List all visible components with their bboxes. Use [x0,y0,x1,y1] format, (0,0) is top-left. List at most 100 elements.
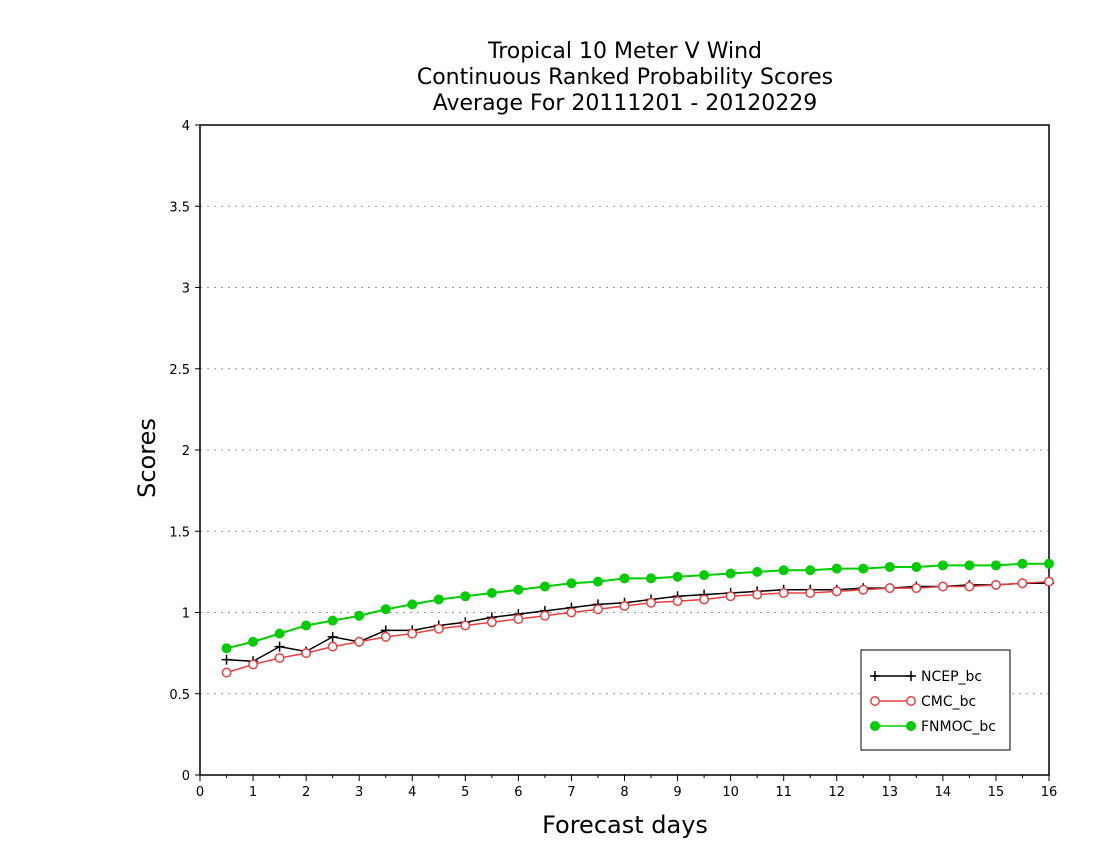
x-tick-label: 14 [935,785,952,800]
data-point-ncep-bc [327,631,338,642]
data-point-ncep-bc [274,641,285,652]
y-tick-label: 3.5 [169,200,190,215]
data-point-cmc-bc [725,591,736,602]
data-point-fnmoc-bc [778,565,789,576]
data-point-cmc-bc [752,589,763,600]
legend-box [860,649,1011,751]
legend-label: FNMOC_bc [921,719,996,735]
data-point-cmc-bc [964,581,975,592]
data-point-fnmoc-bc [831,563,842,574]
data-point-ncep-bc [221,654,232,665]
data-point-fnmoc-bc [539,581,550,592]
data-point-fnmoc-bc [407,599,418,610]
series-line-fnmoc-bc [226,562,1049,650]
y-axis: 0 0.5 1 1.5 2 2.5 3 3.5 4 [169,119,200,784]
data-point-cmc-bc [248,659,259,670]
data-point-fnmoc-bc [619,573,630,584]
legend-marker [870,696,880,706]
data-point-fnmoc-bc [301,620,312,631]
x-tick-label: 4 [408,785,416,800]
x-tick-label: 1 [249,785,257,800]
y-tick-label: 1 [182,607,190,622]
x-tick-label: 15 [988,785,1005,800]
x-tick-label: 8 [620,785,628,800]
legend-item-cmc-bc: CMC_bc [870,694,976,710]
y-tick-label: 0 [182,769,190,784]
data-point-cmc-bc [858,584,869,595]
data-point-fnmoc-bc [646,573,657,584]
legend-label: NCEP_bc [921,669,982,685]
data-point-fnmoc-bc [274,628,285,639]
data-point-fnmoc-bc [672,571,683,582]
x-tick-label: 11 [775,785,792,800]
data-point-fnmoc-bc [990,560,1001,571]
data-point-cmc-bc [513,614,524,624]
data-point-fnmoc-bc [937,560,948,571]
data-point-cmc-bc [990,579,1001,590]
data-point-fnmoc-bc [1017,558,1028,569]
data-point-cmc-bc [566,607,577,618]
x-tick-label: 7 [567,785,575,800]
data-point-fnmoc-bc [327,615,338,626]
data-point-cmc-bc [831,586,842,597]
data-point-fnmoc-bc [433,594,444,605]
chart-title-line: Continuous Ranked Probability Scores [417,65,833,90]
data-point-cmc-bc [911,583,922,594]
data-point-cmc-bc [1017,578,1028,589]
series-fnmoc-bc [221,558,1054,654]
legend-marker [870,671,880,681]
y-tick-label: 2.5 [169,363,190,378]
y-tick-label: 1.5 [169,525,190,540]
y-axis-label: Scores [133,418,161,498]
data-point-fnmoc-bc [486,588,497,598]
legend-marker [906,721,916,731]
data-point-cmc-bc [274,653,285,663]
data-point-fnmoc-bc [752,566,763,577]
data-point-cmc-bc [539,610,550,621]
grid [200,205,1049,695]
data-point-fnmoc-bc [1044,558,1054,569]
x-tick-label: 13 [882,785,899,800]
x-tick-label: 2 [302,785,310,800]
data-point-cmc-bc [433,623,444,634]
x-axis: 0 1 2 3 4 5 6 7 8 9 10 11 12 13 14 15 16 [196,775,1057,800]
legend-marker [870,721,880,731]
data-point-cmc-bc [1044,576,1054,587]
data-point-fnmoc-bc [911,562,922,572]
data-point-fnmoc-bc [592,576,603,587]
x-tick-label: 12 [828,785,845,800]
legend: NCEP_bc CMC_bc FNMOC_bc [860,649,1011,751]
legend-item-ncep-bc: NCEP_bc [870,669,982,685]
data-point-cmc-bc [937,581,948,592]
data-point-cmc-bc [805,588,816,598]
data-point-fnmoc-bc [858,563,869,574]
x-tick-label: 0 [196,785,204,800]
data-point-fnmoc-bc [699,570,710,581]
data-point-cmc-bc [884,583,895,594]
data-point-fnmoc-bc [725,568,736,579]
data-point-fnmoc-bc [805,565,816,576]
data-point-fnmoc-bc [884,562,895,572]
data-point-cmc-bc [778,588,789,598]
x-axis-label: Forecast days [542,811,708,839]
data-point-cmc-bc [301,648,312,659]
data-point-cmc-bc [619,601,630,611]
x-tick-label: 5 [461,785,469,800]
legend-item-fnmoc-bc: FNMOC_bc [870,719,996,735]
data-point-fnmoc-bc [380,604,391,615]
data-point-cmc-bc [593,604,603,615]
legend-label: CMC_bc [921,694,976,710]
series-area [221,558,1054,678]
x-tick-label: 16 [1041,785,1058,800]
x-tick-label: 9 [673,785,681,800]
x-tick-label: 10 [722,785,739,800]
data-point-cmc-bc [460,620,471,631]
data-point-cmc-bc [354,636,365,647]
y-tick-label: 4 [182,119,190,134]
legend-marker [906,696,916,706]
chart-title-line: Tropical 10 Meter V Wind [487,39,762,64]
y-tick-label: 3 [182,282,190,297]
data-point-fnmoc-bc [248,636,259,647]
